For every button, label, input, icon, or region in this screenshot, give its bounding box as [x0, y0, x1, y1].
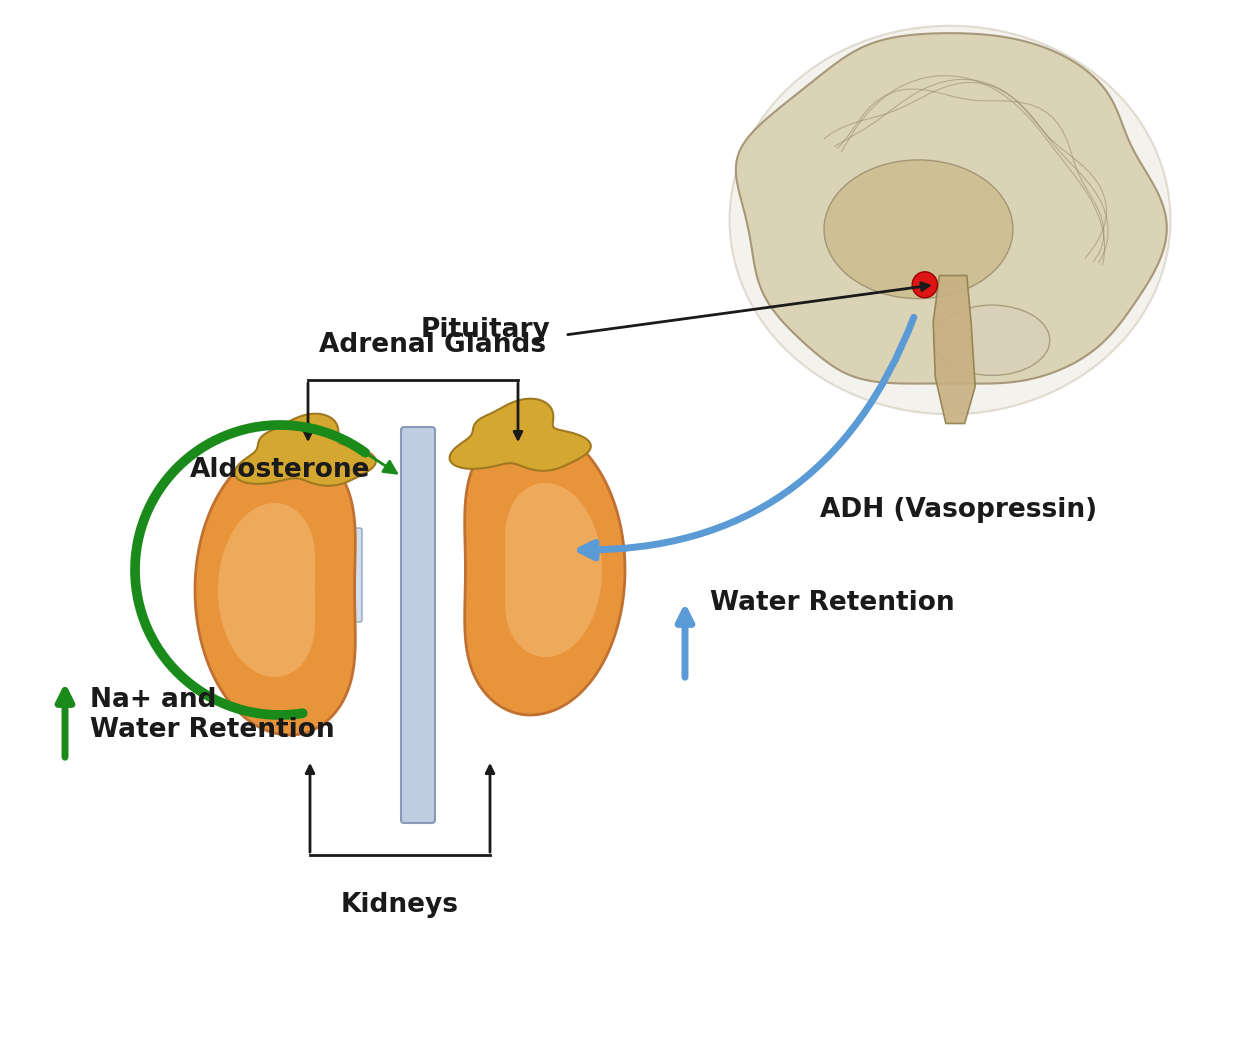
Ellipse shape	[824, 160, 1014, 298]
FancyBboxPatch shape	[475, 528, 498, 622]
Text: ADH (Vasopressin): ADH (Vasopressin)	[820, 497, 1097, 523]
Text: Adrenal Glands: Adrenal Glands	[320, 332, 546, 358]
Polygon shape	[450, 399, 591, 471]
Ellipse shape	[912, 272, 938, 298]
FancyBboxPatch shape	[401, 427, 435, 823]
Text: Na+ and
Water Retention: Na+ and Water Retention	[90, 687, 335, 743]
Polygon shape	[234, 414, 375, 486]
Text: Pituitary: Pituitary	[420, 317, 550, 343]
Polygon shape	[933, 275, 975, 424]
Polygon shape	[195, 445, 356, 735]
Polygon shape	[504, 483, 602, 657]
Polygon shape	[465, 425, 624, 715]
Ellipse shape	[730, 26, 1171, 415]
Polygon shape	[218, 503, 315, 677]
Ellipse shape	[934, 305, 1049, 375]
Text: Kidneys: Kidneys	[341, 893, 458, 918]
Text: Aldosterone: Aldosterone	[190, 457, 370, 483]
Text: Water Retention: Water Retention	[710, 590, 954, 616]
Polygon shape	[736, 33, 1167, 383]
FancyBboxPatch shape	[338, 528, 362, 622]
